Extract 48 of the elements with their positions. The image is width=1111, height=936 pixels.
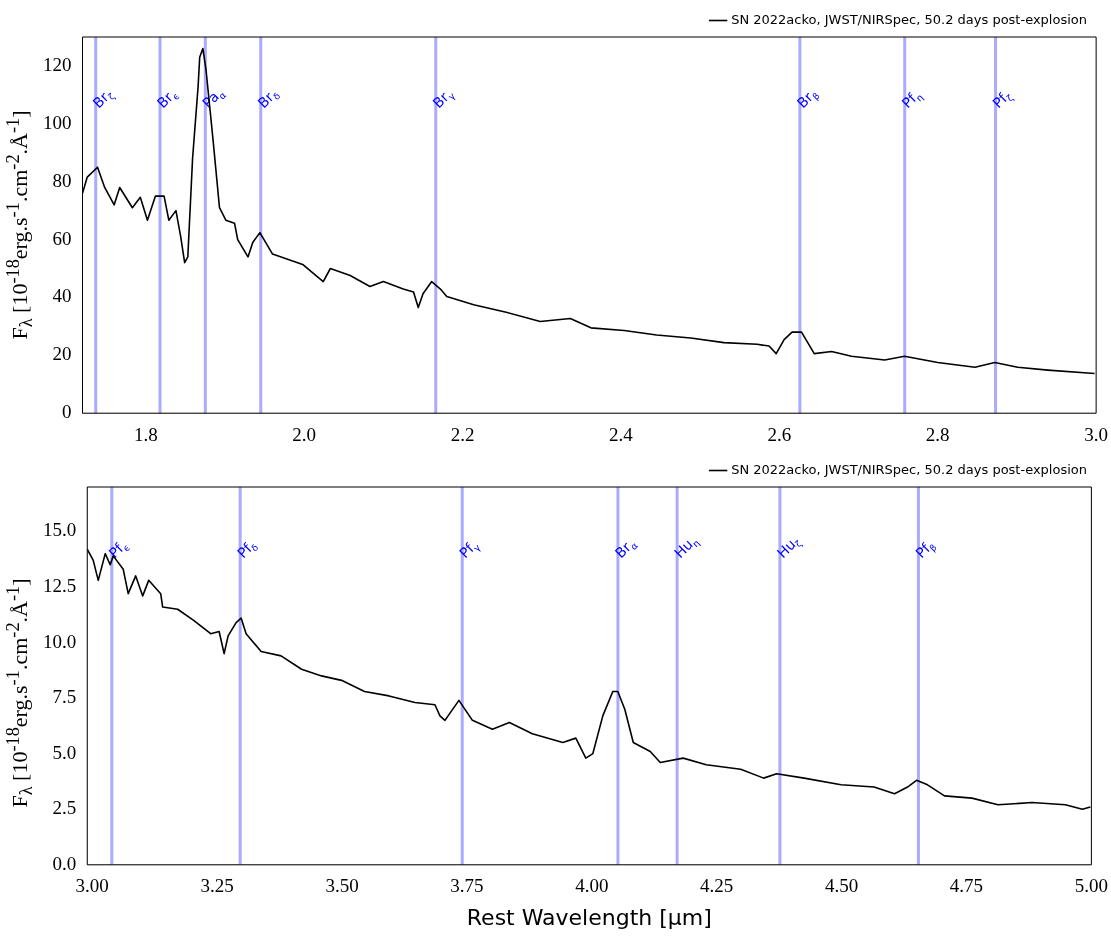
x-tick-label: 3.00	[75, 875, 109, 897]
ref-line-label: Brβ	[793, 88, 822, 112]
ref-line-label: Pfδ	[233, 539, 261, 562]
y-tick-label: 20	[52, 343, 72, 365]
ref-line-label: Brγ	[429, 88, 458, 112]
ref-line-label: Pfη	[898, 89, 926, 112]
y-tick-label: 80	[52, 169, 72, 191]
legend-label: SN 2022acko, JWST/NIRSpec, 50.2 days post-explosion	[731, 461, 1087, 477]
x-tick-label: 4.50	[824, 875, 859, 897]
ref-line-label: Huη	[670, 536, 702, 562]
ref-line-label: Paα	[199, 88, 229, 112]
x-tick-label: 3.25	[200, 875, 234, 897]
x-tick-label: 2.2	[450, 423, 475, 445]
ref-line-label: Pfβ	[912, 539, 940, 562]
x-tick-label: 3.0	[1084, 423, 1108, 445]
x-tick-label: 2.0	[292, 423, 317, 445]
ref-line-label: Huζ	[773, 536, 805, 562]
x-tick-label: 4.00	[575, 875, 609, 897]
x-tick-label: 2.6	[767, 423, 792, 445]
y-tick-label: 0.0	[52, 852, 77, 874]
y-tick-label: 0	[62, 401, 72, 423]
ref-line-label: Brα	[611, 538, 640, 562]
x-tick-label: 3.75	[450, 875, 484, 897]
x-tick-label: 4.75	[949, 875, 984, 897]
y-tick-label: 40	[52, 285, 72, 307]
ref-line-label: Pfϵ	[105, 539, 133, 562]
y-tick-label: 10.0	[43, 630, 77, 652]
ref-line-label: Pfγ	[456, 539, 483, 562]
x-tick-label: 2.4	[609, 423, 634, 445]
y-tick-label: 12.5	[43, 574, 77, 596]
x-tick-label: 3.50	[325, 875, 359, 897]
ref-line-label: Brϵ	[153, 88, 182, 112]
x-tick-label: 2.8	[925, 423, 950, 445]
y-tick-label: 5.0	[52, 741, 77, 763]
y-tick-label: 120	[43, 53, 72, 75]
y-tick-label: 100	[43, 111, 72, 133]
x-tick-label: 1.8	[133, 423, 158, 445]
y-tick-label: 2.5	[52, 797, 77, 819]
y-tick-label: 60	[52, 227, 72, 249]
ref-line-label: Brζ	[89, 88, 118, 112]
ref-line-label: Brδ	[254, 88, 283, 112]
ref-line-label: Pfζ	[989, 89, 1016, 112]
legend-label: SN 2022acko, JWST/NIRSpec, 50.2 days post-explosion	[731, 11, 1087, 27]
x-axis-title: Rest Wavelength [μm]	[466, 904, 712, 930]
y-tick-label: 7.5	[52, 686, 77, 708]
x-tick-label: 5.00	[1074, 875, 1108, 897]
y-tick-label: 15.0	[43, 519, 77, 541]
x-tick-label: 4.25	[700, 875, 734, 897]
